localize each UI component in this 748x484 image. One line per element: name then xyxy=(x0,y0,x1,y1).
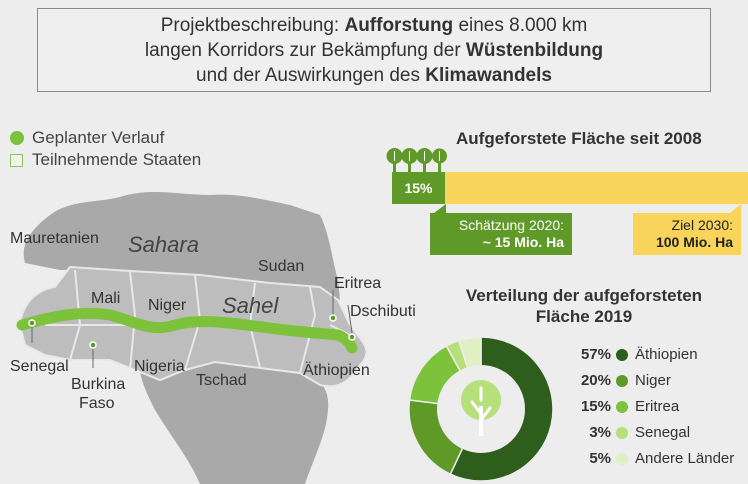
trees-icon xyxy=(386,148,447,173)
donut-legend-item: 3% Senegal xyxy=(575,424,748,441)
country-label-faso: Faso xyxy=(79,395,115,412)
donut-legend-item: 57% Äthiopien xyxy=(575,346,748,363)
legend-color-dot-icon xyxy=(616,374,628,387)
donut-legend-label: Äthiopien xyxy=(635,346,698,363)
donut-legend-percent: 57% xyxy=(580,346,611,363)
estimate-2020-value: ~ 15 Mio. Ha xyxy=(482,234,564,250)
country-label-burkina: Burkina xyxy=(71,376,126,393)
states-square-icon xyxy=(10,153,23,167)
north-africa-land xyxy=(23,191,340,300)
africa-map xyxy=(16,191,368,484)
route-dot-icon xyxy=(10,131,24,145)
legend-states: Teilnehmende Staaten xyxy=(10,150,201,170)
donut-title-line1: Verteilung der aufgeforsteten xyxy=(465,286,703,305)
description-line-3: und der Auswirkungen des Klimawandels xyxy=(196,64,552,86)
progress-percent-label: 15% xyxy=(404,180,433,196)
country-pins xyxy=(28,290,356,368)
donut-legend-percent: 15% xyxy=(580,398,611,415)
legend-route-label: Geplanter Verlauf xyxy=(32,128,165,147)
tree-icon xyxy=(461,380,501,436)
description-line-2: langen Korridors zur Bekämpfung der Wüst… xyxy=(144,39,604,61)
country-label-eritrea: Eritrea xyxy=(334,275,382,292)
country-label-sudan: Sudan xyxy=(258,258,305,275)
country-label-senegal: Senegal xyxy=(10,358,69,375)
project-description-box: Projektbeschreibung: Aufforstung eines 8… xyxy=(37,8,711,92)
region-label-sahara: Sahara xyxy=(128,232,199,257)
distribution-donut-chart xyxy=(408,336,554,482)
estimate-2020-label: Schätzung 2020: xyxy=(458,217,564,233)
goal-2030-value: 100 Mio. Ha xyxy=(655,234,733,250)
legend-color-dot-icon xyxy=(616,400,628,413)
region-label-sahel: Sahel xyxy=(222,293,279,318)
south-africa-land xyxy=(139,354,329,484)
progress-bar-track xyxy=(392,172,748,204)
country-label-aethiopien: Äthiopien xyxy=(303,362,370,379)
country-label-niger: Niger xyxy=(148,297,187,314)
donut-legend-item: 15% Eritrea xyxy=(575,398,748,415)
green-wall-route xyxy=(16,307,358,354)
goal-2030-box: Ziel 2030: 100 Mio. Ha xyxy=(633,213,741,255)
legend-states-label: Teilnehmende Staaten xyxy=(32,150,202,169)
progress-bar-fill: 15% xyxy=(392,172,445,204)
donut-legend-label: Andere Länder xyxy=(635,450,735,467)
donut-legend-percent: 3% xyxy=(589,424,611,441)
country-label-dschibuti: Dschibuti xyxy=(350,303,416,320)
country-label-mauretanien: Mauretanien xyxy=(10,230,99,247)
country-label-tschad: Tschad xyxy=(196,372,247,389)
country-label-mali: Mali xyxy=(91,290,121,307)
donut-title-line2: Fläche 2019 xyxy=(535,307,633,326)
legend-color-dot-icon xyxy=(616,452,628,465)
legend-color-dot-icon xyxy=(616,348,628,361)
legend-route: Geplanter Verlauf xyxy=(10,128,164,148)
donut-legend-percent: 20% xyxy=(580,372,611,389)
description-line-1: Projektbeschreibung: Aufforstung eines 8… xyxy=(160,14,588,36)
donut-legend-label: Eritrea xyxy=(635,398,680,415)
donut-legend-item: 20% Niger xyxy=(575,372,748,389)
reforested-area-title: Aufgeforstete Fläche seit 2008 xyxy=(456,129,702,148)
legend-color-dot-icon xyxy=(616,426,628,439)
estimate-2020-box: Schätzung 2020: ~ 15 Mio. Ha xyxy=(430,213,572,255)
donut-legend-percent: 5% xyxy=(589,450,611,467)
country-label-nigeria: Nigeria xyxy=(134,358,185,375)
donut-legend-label: Niger xyxy=(635,372,671,389)
donut-legend-item: 5% Andere Länder xyxy=(575,450,748,467)
donut-legend-label: Senegal xyxy=(635,424,691,441)
goal-2030-label: Ziel 2030: xyxy=(671,217,733,233)
